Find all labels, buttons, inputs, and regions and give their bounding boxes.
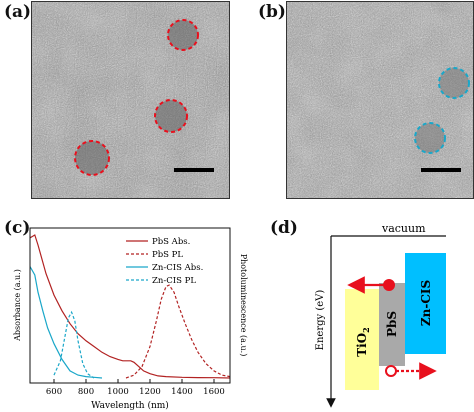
series-line-zn-cis-pl: [53, 310, 95, 379]
nanocrystal-marker: [438, 67, 470, 99]
tem-image-a: [31, 1, 230, 199]
y-axis-label-right: Photoluminescence (a.u.): [239, 254, 248, 357]
tem-image-b: [286, 1, 474, 199]
legend: PbS Abs. PbS PL Zn-CIS Abs. Zn-CIS PL: [126, 237, 203, 286]
scale-bar: [174, 168, 214, 172]
legend-label: Zn-CIS PL: [152, 276, 196, 286]
legend-label: Zn-CIS Abs.: [152, 263, 203, 273]
panel-label-a: (a): [4, 2, 32, 22]
x-tick-label: 1400: [171, 387, 193, 397]
legend-label: PbS Abs.: [152, 237, 190, 247]
plot-frame: [29, 227, 231, 384]
x-tick-label: 1000: [107, 387, 129, 397]
nanocrystal-marker: [154, 99, 188, 133]
nanocrystal-marker: [167, 19, 199, 51]
x-tick-label: 800: [78, 387, 94, 397]
series-line-zn-cis-abs: [29, 266, 103, 379]
legend-label: PbS PL: [152, 250, 183, 260]
series-line-pbs-abs: [29, 234, 231, 379]
x-axis-label: Wavelength (nm): [91, 400, 169, 411]
x-tick-label: 1600: [203, 387, 225, 397]
nanocrystal-marker: [74, 140, 110, 176]
x-tick-label: 600: [46, 387, 62, 397]
panel-label-d: (d): [270, 218, 298, 238]
x-tick-label: 1200: [139, 387, 161, 397]
tem-micrograph-b: [287, 2, 473, 198]
y-axis-label-left: Absorbance (a.u.): [13, 269, 22, 342]
panel-label-c: (c): [4, 218, 31, 238]
series-line-pbs-pl: [125, 284, 231, 379]
tem-micrograph-a: [32, 2, 229, 198]
scale-bar: [421, 168, 461, 172]
panel-label-b: (b): [258, 2, 286, 22]
nanocrystal-marker: [414, 122, 446, 154]
